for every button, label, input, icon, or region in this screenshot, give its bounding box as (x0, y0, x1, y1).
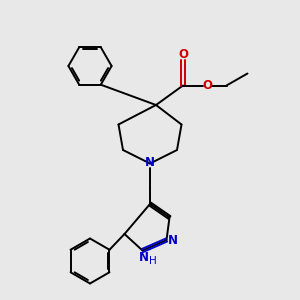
Text: H: H (149, 256, 157, 266)
Text: N: N (168, 233, 178, 247)
Text: O: O (202, 79, 212, 92)
Text: O: O (178, 48, 188, 61)
Text: N: N (139, 250, 149, 264)
Text: N: N (145, 155, 155, 169)
